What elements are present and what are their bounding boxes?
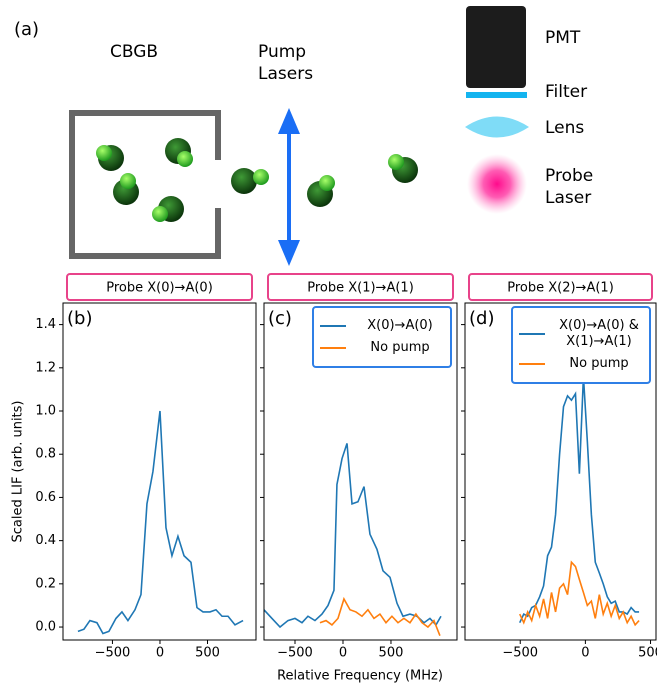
- y-tick-label: 0.6: [35, 490, 56, 505]
- x-axis-label: Relative Frequency (MHz): [277, 669, 443, 684]
- legend-swatch: [320, 325, 346, 327]
- source-label: CBGB: [110, 42, 158, 62]
- panel-header: [468, 273, 653, 301]
- plot-frame: [263, 302, 458, 641]
- legend-label: X(0)→A(0): [367, 318, 433, 333]
- pump-label: Pump: [258, 42, 306, 62]
- x-tick-label: 500: [638, 646, 657, 661]
- panel-label: (c): [268, 308, 292, 329]
- panel-header: [267, 273, 454, 301]
- pump-arrow: [278, 108, 300, 266]
- probe-laser: [467, 154, 527, 214]
- legend-swatch: [320, 347, 346, 349]
- series-line: [518, 376, 640, 624]
- legend-entry: X(0)→A(0) & X(1)→A(1): [519, 318, 643, 350]
- diagram: (a) CBGB Pump Lasers PMT Filter Lens Pro…: [14, 6, 593, 266]
- panel-title: Probe X(0)→A(0): [106, 281, 213, 296]
- pump-label: Lasers: [258, 64, 313, 84]
- legend-label: No pump: [569, 356, 629, 371]
- series-line: [518, 560, 640, 627]
- legend-entry: No pump: [320, 340, 444, 356]
- probe-label: Laser: [545, 188, 591, 208]
- legend-swatch: [519, 333, 545, 335]
- pmt: [466, 6, 526, 88]
- x-tick-label: −500: [95, 646, 131, 661]
- molecules: [96, 138, 418, 222]
- lens-label: Lens: [545, 118, 584, 138]
- y-tick-label: 0.0: [35, 620, 56, 635]
- legend-label: No pump: [370, 340, 430, 355]
- cell: [69, 110, 221, 259]
- y-axis-label: Scaled LIF (arb. units): [11, 401, 26, 543]
- legend: X(0)→A(0) No pump: [312, 306, 452, 368]
- x-tick-label: 0: [156, 646, 164, 661]
- plot-frame: [464, 302, 657, 641]
- series-line: [319, 596, 441, 636]
- panel-title: Probe X(1)→A(1): [307, 281, 414, 296]
- lens: [465, 116, 529, 138]
- y-tick-label: 0.4: [35, 533, 56, 548]
- panel-label: (a): [14, 19, 39, 40]
- series-line: [77, 410, 244, 635]
- y-tick-label: 1.2: [35, 360, 56, 375]
- probe-label: Probe: [545, 166, 593, 186]
- panel-header: [66, 273, 253, 301]
- legend: X(0)→A(0) & X(1)→A(1) No pump: [511, 306, 651, 384]
- y-tick-label: 1.4: [35, 317, 56, 332]
- legend-entry: No pump: [519, 356, 643, 372]
- panel-label: (d): [469, 308, 494, 329]
- panel-title: Probe X(2)→A(1): [507, 281, 614, 296]
- filter-label: Filter: [545, 82, 587, 102]
- x-tick-label: 500: [195, 646, 220, 661]
- legend-label: X(0)→A(0) & X(1)→A(1): [559, 318, 639, 349]
- legend-swatch: [519, 363, 545, 365]
- pmt-label: PMT: [545, 28, 581, 48]
- x-tick-label: −500: [502, 646, 538, 661]
- x-tick-label: 500: [379, 646, 404, 661]
- y-tick-label: 0.8: [35, 447, 56, 462]
- filter: [466, 92, 527, 98]
- plot-frame: [62, 302, 257, 641]
- x-tick-label: 0: [339, 646, 347, 661]
- y-tick-label: 1.0: [35, 404, 56, 419]
- panel-label: (b): [67, 308, 92, 329]
- series-line: [264, 443, 442, 629]
- x-tick-label: −500: [277, 646, 313, 661]
- x-tick-label: 0: [581, 646, 589, 661]
- legend-entry: X(0)→A(0): [320, 318, 444, 334]
- y-tick-label: 0.2: [35, 576, 56, 591]
